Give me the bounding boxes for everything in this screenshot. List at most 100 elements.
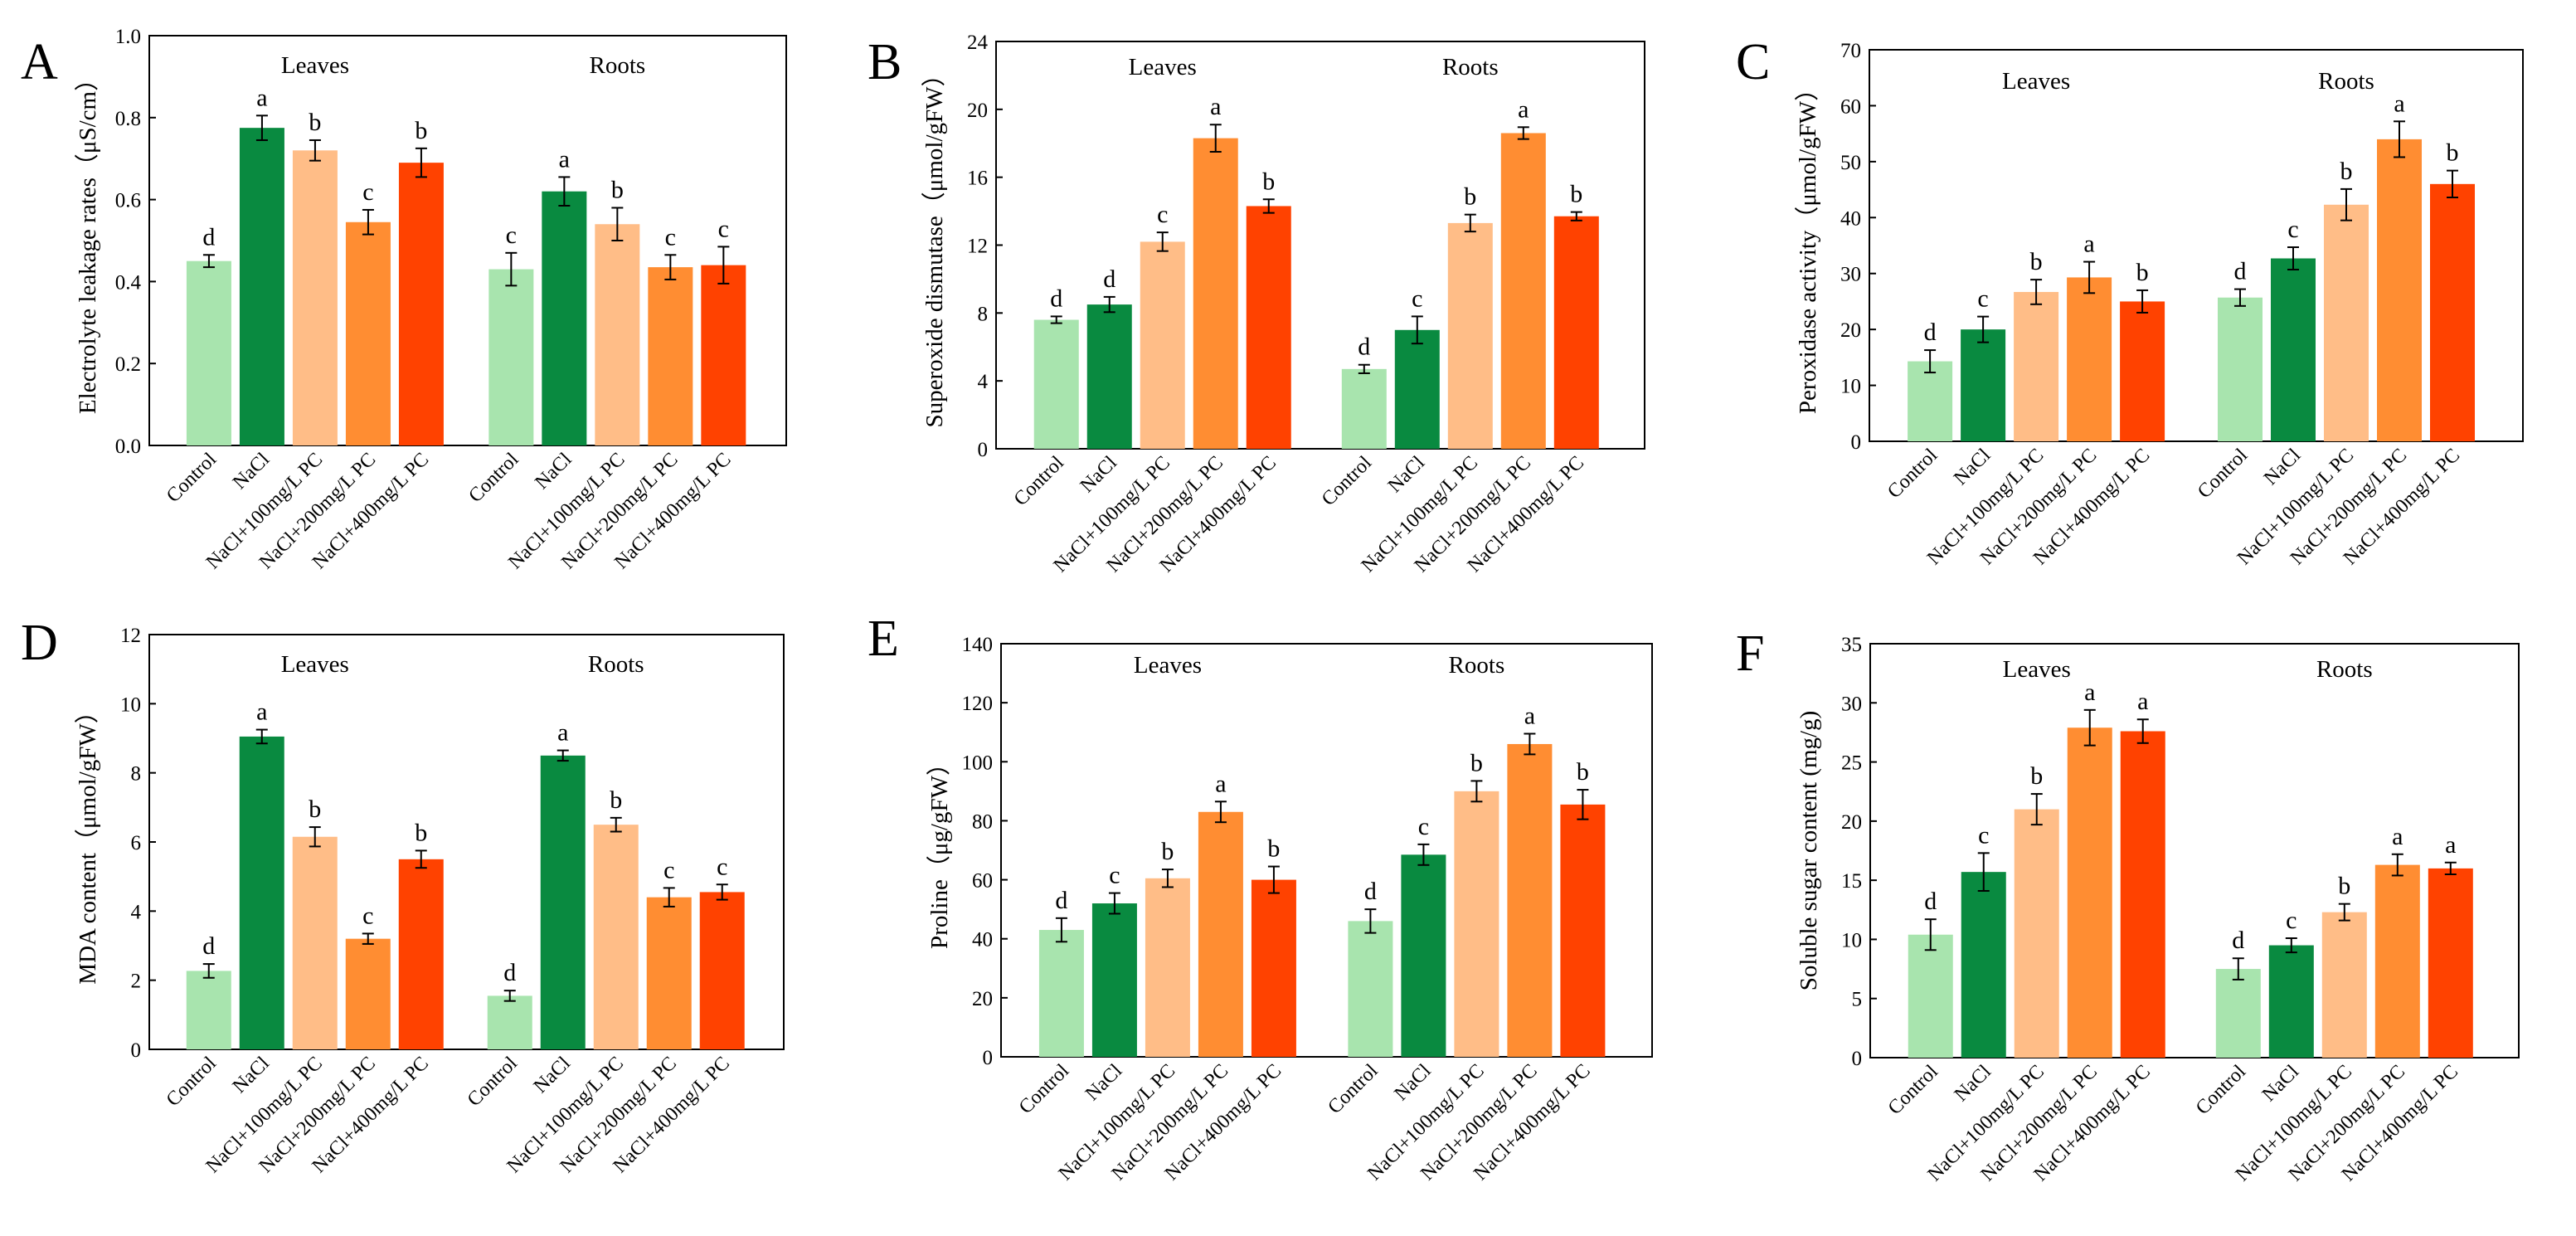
- significance-letter: b: [1577, 758, 1589, 786]
- x-category-label: NaCl: [530, 1053, 575, 1097]
- significance-letter: d: [202, 932, 215, 960]
- y-tick-label: 8: [131, 763, 142, 786]
- bar-leaves: [2067, 727, 2112, 1058]
- bar-leaves: [1251, 879, 1296, 1057]
- bar-roots: [1553, 216, 1599, 449]
- bar-roots: [1560, 804, 1606, 1057]
- panel-d: D 0 2 4 6 8 10 12 MDA content（μmol/gFW） Leaves d Co…: [21, 615, 785, 1177]
- plot-frame: [1000, 643, 1653, 1058]
- y-tick-label: 25: [1841, 752, 1862, 775]
- y-axis-title: Electrolyte leakage rates（μS/cm）: [75, 67, 101, 414]
- significance-letter: d: [202, 223, 215, 251]
- y-tick-label: 50: [1840, 152, 1861, 174]
- significance-letter: d: [503, 959, 516, 986]
- y-tick-label: 10: [1840, 376, 1861, 398]
- significance-letter: c: [663, 856, 674, 883]
- significance-letter: c: [362, 178, 373, 206]
- bar-leaves: [186, 260, 231, 445]
- significance-letter: c: [506, 221, 517, 249]
- bar-leaves: [398, 859, 444, 1049]
- y-tick-label: 15: [1841, 870, 1862, 893]
- bar-leaves: [2067, 277, 2112, 441]
- bar-leaves: [345, 938, 391, 1049]
- group-label-leaves: Leaves: [281, 651, 349, 678]
- significance-letter: b: [309, 109, 321, 136]
- x-category-label: Control: [1324, 1060, 1382, 1118]
- y-tick-label: 20: [1841, 811, 1862, 834]
- significance-letter: b: [2136, 259, 2149, 286]
- y-tick-label: 12: [967, 236, 988, 258]
- significance-letter: b: [309, 796, 321, 823]
- bar-leaves: [2120, 731, 2165, 1058]
- y-tick-label: 70: [1840, 40, 1861, 62]
- y-tick-label: 2: [131, 971, 142, 993]
- y-tick-label: 0.4: [115, 271, 142, 294]
- y-tick-label: 60: [1840, 95, 1861, 118]
- bar-roots: [593, 825, 639, 1049]
- x-category-label: NaCl: [2260, 445, 2305, 489]
- bar-roots: [487, 995, 532, 1049]
- significance-letter: d: [1103, 265, 1115, 293]
- y-tick-label: 20: [967, 100, 988, 122]
- significance-letter: b: [1464, 183, 1476, 211]
- significance-letter: d: [1358, 333, 1370, 361]
- x-category-label: NaCl: [1077, 452, 1121, 497]
- y-tick-label: 20: [972, 988, 993, 1010]
- bar-leaves: [239, 736, 284, 1049]
- bar-leaves: [1908, 361, 1953, 441]
- group-label-leaves: Leaves: [1134, 652, 1202, 679]
- bar-roots: [2377, 139, 2423, 441]
- significance-letter: b: [1161, 838, 1174, 865]
- significance-letter: a: [1215, 770, 1226, 797]
- panel-f: F 0 5 10 15 20 25 30 35 Soluble sugar content (mg…: [1736, 625, 2520, 1185]
- bar-leaves: [398, 163, 444, 445]
- plot-frame: [1869, 49, 2524, 442]
- bar-leaves: [1038, 930, 1084, 1057]
- bar-leaves: [1033, 319, 1079, 449]
- bar-roots: [1500, 133, 1546, 449]
- y-tick-label: 24: [967, 32, 989, 54]
- panel-letter: D: [21, 615, 58, 671]
- x-category-label: NaCl: [1950, 445, 1995, 489]
- x-category-label: Control: [464, 449, 522, 507]
- panel-c: C 0 10 20 30 40 50 60 70 Peroxidase activity（μmol…: [1736, 34, 2524, 569]
- y-axis-title: Superoxide dismutase（μmol/gFW）: [921, 62, 948, 427]
- significance-letter: d: [1924, 888, 1937, 915]
- significance-letter: b: [1570, 181, 1582, 208]
- significance-letter: b: [1262, 168, 1275, 195]
- y-tick-label: 0.2: [115, 353, 141, 376]
- bar-roots: [1454, 791, 1499, 1057]
- plot-frame: [148, 35, 787, 446]
- significance-letter: d: [1055, 887, 1067, 914]
- x-category-label: Control: [163, 1053, 221, 1111]
- panel-b: B 0 4 8 12 16 20 24 Superoxide dismutase（μmol/gF…: [868, 32, 1645, 577]
- significance-letter: c: [2286, 907, 2297, 934]
- bar-leaves: [1086, 304, 1132, 449]
- bar-leaves: [292, 836, 338, 1049]
- significance-letter: c: [665, 223, 676, 251]
- significance-letter: a: [559, 145, 570, 173]
- bar-roots: [1401, 854, 1446, 1057]
- x-category-label: Control: [1015, 1060, 1073, 1118]
- significance-letter: c: [1109, 862, 1120, 889]
- x-category-label: Control: [2194, 445, 2252, 503]
- y-tick-label: 0.8: [115, 108, 141, 130]
- significance-letter: d: [1924, 319, 1937, 346]
- significance-letter: d: [1364, 878, 1377, 905]
- bar-roots: [1348, 921, 1393, 1057]
- bar-leaves: [2014, 809, 2059, 1058]
- y-tick-label: 6: [131, 832, 142, 854]
- y-tick-label: 1.0: [115, 26, 141, 48]
- bar-leaves: [2014, 291, 2059, 441]
- significance-letter: d: [1050, 285, 1062, 312]
- significance-letter: b: [1267, 835, 1280, 863]
- y-tick-label: 0.6: [115, 190, 141, 212]
- bar-leaves: [1961, 329, 2006, 441]
- x-category-label: NaCl: [531, 449, 576, 494]
- bar-roots: [1394, 329, 1440, 449]
- significance-letter: a: [2445, 831, 2456, 859]
- x-category-label: NaCl: [1384, 452, 1429, 497]
- bar-leaves: [1961, 872, 2006, 1058]
- group-label-roots: Roots: [588, 651, 644, 678]
